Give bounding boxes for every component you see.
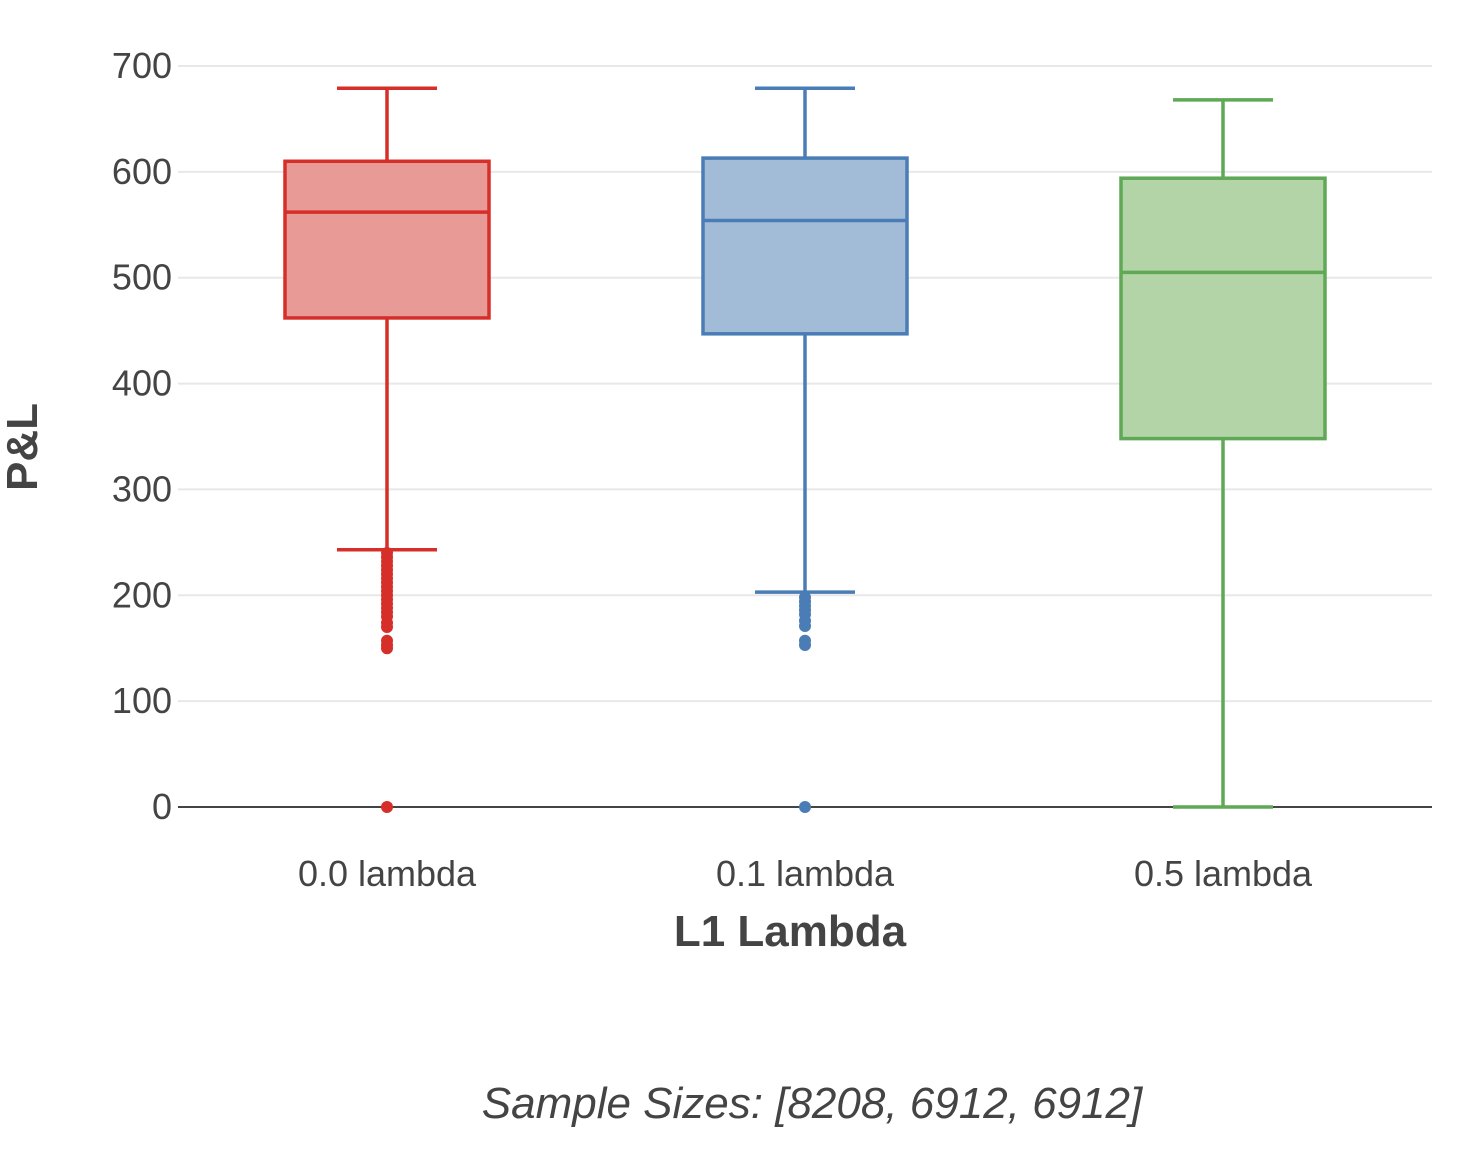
y-tick-label: 400 bbox=[112, 363, 172, 404]
x-tick-label: 0.0 lambda bbox=[298, 853, 477, 894]
outlier-point bbox=[799, 801, 811, 813]
sample-sizes-annotation: Sample Sizes: [8208, 6912, 6912] bbox=[482, 1079, 1144, 1128]
outlier-point bbox=[381, 801, 393, 813]
outlier-point bbox=[799, 619, 811, 632]
box-3 bbox=[1119, 98, 1327, 809]
box-body bbox=[1119, 176, 1327, 441]
outlier-point bbox=[381, 642, 393, 655]
x-axis-title: L1 Lambda bbox=[674, 907, 907, 956]
y-axis-ticks: 0 100 200 300 400 500 600 700 bbox=[112, 45, 172, 827]
y-tick-label: 700 bbox=[112, 45, 172, 86]
x-axis-ticks: 0.0 lambda 0.1 lambda 0.5 lambda bbox=[298, 853, 1313, 894]
x-tick-label: 0.1 lambda bbox=[716, 853, 895, 894]
y-tick-label: 0 bbox=[152, 786, 172, 827]
box-body bbox=[283, 159, 491, 320]
y-tick-label: 100 bbox=[112, 680, 172, 721]
x-tick-label: 0.5 lambda bbox=[1134, 853, 1313, 894]
y-axis-title: P&L bbox=[0, 403, 47, 491]
box-body bbox=[701, 156, 909, 336]
outlier-point bbox=[381, 621, 393, 634]
y-tick-label: 200 bbox=[112, 574, 172, 615]
boxes bbox=[283, 86, 1327, 813]
y-tick-label: 600 bbox=[112, 151, 172, 192]
outlier-point bbox=[799, 639, 811, 652]
y-tick-label: 500 bbox=[112, 257, 172, 298]
y-tick-label: 300 bbox=[112, 468, 172, 509]
box-1 bbox=[283, 86, 491, 813]
box-2 bbox=[701, 86, 909, 813]
